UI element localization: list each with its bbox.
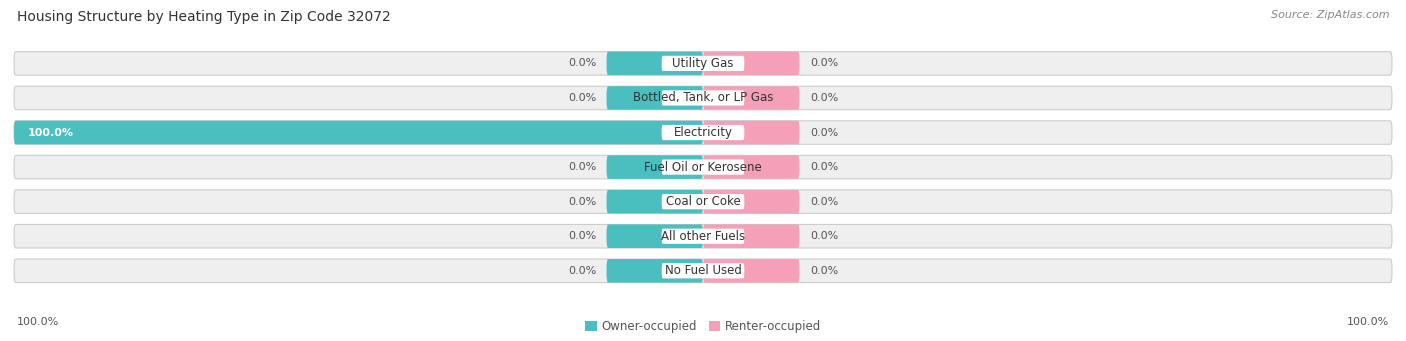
Text: 0.0%: 0.0% <box>810 128 838 137</box>
Text: 0.0%: 0.0% <box>568 58 596 69</box>
Text: All other Fuels: All other Fuels <box>661 230 745 243</box>
Text: No Fuel Used: No Fuel Used <box>665 264 741 277</box>
FancyBboxPatch shape <box>662 263 744 278</box>
Text: 0.0%: 0.0% <box>810 266 838 276</box>
Text: Fuel Oil or Kerosene: Fuel Oil or Kerosene <box>644 161 762 174</box>
Text: 0.0%: 0.0% <box>568 93 596 103</box>
Text: 100.0%: 100.0% <box>1347 317 1389 327</box>
FancyBboxPatch shape <box>606 190 703 213</box>
FancyBboxPatch shape <box>14 224 1392 248</box>
Text: 0.0%: 0.0% <box>810 58 838 69</box>
FancyBboxPatch shape <box>703 86 800 110</box>
FancyBboxPatch shape <box>14 259 1392 283</box>
FancyBboxPatch shape <box>606 259 703 283</box>
FancyBboxPatch shape <box>14 121 1392 144</box>
Text: Housing Structure by Heating Type in Zip Code 32072: Housing Structure by Heating Type in Zip… <box>17 10 391 24</box>
Text: 0.0%: 0.0% <box>568 266 596 276</box>
FancyBboxPatch shape <box>606 155 703 179</box>
Text: Coal or Coke: Coal or Coke <box>665 195 741 208</box>
FancyBboxPatch shape <box>606 51 703 75</box>
Text: Bottled, Tank, or LP Gas: Bottled, Tank, or LP Gas <box>633 91 773 104</box>
Text: Electricity: Electricity <box>673 126 733 139</box>
Text: Source: ZipAtlas.com: Source: ZipAtlas.com <box>1271 10 1389 20</box>
FancyBboxPatch shape <box>703 121 800 144</box>
FancyBboxPatch shape <box>662 56 744 71</box>
FancyBboxPatch shape <box>703 190 800 213</box>
FancyBboxPatch shape <box>14 190 1392 213</box>
Text: 100.0%: 100.0% <box>17 317 59 327</box>
FancyBboxPatch shape <box>703 155 800 179</box>
FancyBboxPatch shape <box>14 155 1392 179</box>
FancyBboxPatch shape <box>662 125 744 140</box>
FancyBboxPatch shape <box>606 224 703 248</box>
FancyBboxPatch shape <box>662 90 744 106</box>
FancyBboxPatch shape <box>703 259 800 283</box>
Legend: Owner-occupied, Renter-occupied: Owner-occupied, Renter-occupied <box>585 320 821 333</box>
Text: 0.0%: 0.0% <box>810 197 838 207</box>
FancyBboxPatch shape <box>662 228 744 244</box>
Text: 100.0%: 100.0% <box>28 128 75 137</box>
Text: 0.0%: 0.0% <box>810 231 838 241</box>
Text: 0.0%: 0.0% <box>568 197 596 207</box>
FancyBboxPatch shape <box>662 194 744 209</box>
Text: Utility Gas: Utility Gas <box>672 57 734 70</box>
Text: 0.0%: 0.0% <box>810 93 838 103</box>
FancyBboxPatch shape <box>703 51 800 75</box>
Text: 0.0%: 0.0% <box>810 162 838 172</box>
FancyBboxPatch shape <box>14 121 703 144</box>
FancyBboxPatch shape <box>14 86 1392 110</box>
FancyBboxPatch shape <box>703 224 800 248</box>
FancyBboxPatch shape <box>662 160 744 175</box>
FancyBboxPatch shape <box>14 51 1392 75</box>
Text: 0.0%: 0.0% <box>568 231 596 241</box>
FancyBboxPatch shape <box>606 86 703 110</box>
Text: 0.0%: 0.0% <box>568 162 596 172</box>
